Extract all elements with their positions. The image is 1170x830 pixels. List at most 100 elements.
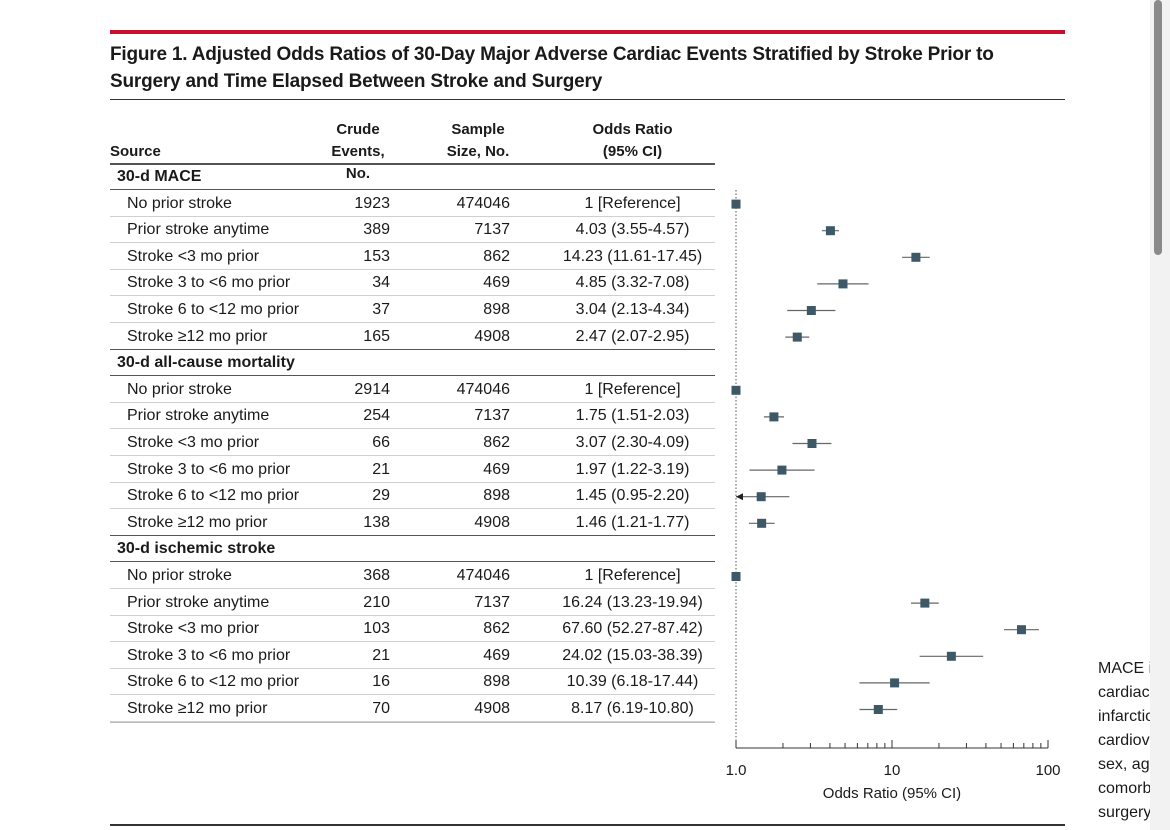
row-divider bbox=[110, 614, 715, 616]
row-events: 66 bbox=[372, 434, 390, 451]
row-sample-size: 474046 bbox=[456, 567, 510, 584]
row-odds-ratio: 10.39 (6.18-17.44) bbox=[566, 673, 699, 691]
row-events: 16 bbox=[372, 673, 390, 691]
table-bottom-divider bbox=[110, 721, 715, 723]
row-sample-size: 4908 bbox=[474, 700, 510, 717]
row-source: Stroke <3 mo prior bbox=[127, 434, 260, 451]
row-sample-size: 4908 bbox=[474, 513, 510, 531]
row-divider bbox=[110, 455, 715, 456]
row-odds-ratio: 1.75 (1.51-2.03) bbox=[575, 407, 690, 425]
x-tick-label: 100 bbox=[1035, 762, 1060, 779]
group-header-row: 30-d MACE bbox=[110, 164, 715, 190]
row-sample-size: 898 bbox=[483, 301, 510, 318]
side-note-line: comorbic bbox=[1098, 780, 1163, 797]
row-sample-size: 474046 bbox=[456, 380, 510, 398]
side-note-line: cardiovas bbox=[1098, 732, 1167, 749]
point-estimate-marker bbox=[825, 226, 835, 236]
row-events: 2914 bbox=[354, 380, 390, 398]
header-odds-ratio: Odds Ratio (95% CI) bbox=[560, 119, 705, 163]
point-estimate-marker bbox=[769, 412, 779, 422]
row-divider bbox=[110, 348, 715, 350]
title-divider bbox=[110, 99, 1065, 100]
row-odds-ratio: 3.04 (2.13-4.34) bbox=[575, 301, 690, 318]
header-or-line2: (95% CI) bbox=[602, 143, 663, 160]
row-sample-size: 7137 bbox=[474, 593, 510, 611]
side-note-line: surgery g bbox=[1098, 804, 1165, 821]
row-divider bbox=[110, 481, 715, 483]
row-divider bbox=[110, 508, 715, 510]
row-events: 254 bbox=[363, 407, 390, 425]
row-events: 103 bbox=[363, 620, 390, 638]
group-header-row: 30-d all-cause mortality bbox=[110, 350, 715, 377]
table-row: No prior stroke 2914 474046 1 [Reference] bbox=[110, 377, 715, 403]
table-row: Stroke ≥12 mo prior 165 4908 2.47 (2.07-2.9… bbox=[110, 324, 715, 350]
table-row: No prior stroke 368 474046 1 [Reference] bbox=[110, 563, 715, 589]
point-estimate-marker bbox=[890, 678, 900, 688]
row-source: Stroke 3 to <6 mo prior bbox=[127, 646, 291, 664]
row-sample-size: 898 bbox=[483, 487, 510, 505]
point-estimate-marker bbox=[1016, 625, 1026, 635]
point-estimate-marker bbox=[838, 279, 848, 289]
header-sample-line1: Sample bbox=[451, 121, 505, 138]
row-sample-size: 7137 bbox=[474, 407, 510, 425]
row-odds-ratio: 14.23 (11.61-17.45) bbox=[562, 247, 703, 265]
point-estimate-marker bbox=[920, 598, 930, 608]
header-events-line2: Events, No. bbox=[331, 143, 385, 182]
row-source: Prior stroke anytime bbox=[127, 407, 270, 425]
row-sample-size: 862 bbox=[483, 620, 510, 638]
row-divider bbox=[110, 295, 715, 297]
row-source: Stroke 6 to <12 mo prior bbox=[127, 487, 300, 505]
row-divider bbox=[110, 641, 715, 643]
point-estimate-marker bbox=[946, 651, 956, 661]
row-events: 210 bbox=[363, 593, 390, 611]
row-sample-size: 469 bbox=[483, 274, 510, 292]
row-sample-size: 862 bbox=[483, 247, 510, 265]
header-sample: Sample Size, No. bbox=[438, 119, 518, 163]
header-divider bbox=[110, 163, 715, 165]
row-odds-ratio: 16.24 (13.23-19.94) bbox=[562, 593, 703, 611]
row-events: 21 bbox=[372, 646, 390, 664]
side-note-line: infarction bbox=[1098, 708, 1163, 725]
row-events: 153 bbox=[363, 247, 390, 265]
row-events: 389 bbox=[363, 221, 390, 239]
row-odds-ratio: 2.47 (2.07-2.95) bbox=[575, 327, 690, 345]
table-row: Stroke <3 mo prior 153 862 14.23 (11.61-17.… bbox=[110, 244, 715, 270]
point-estimate-marker bbox=[777, 465, 787, 475]
row-events: 29 bbox=[372, 487, 390, 505]
row-divider bbox=[110, 322, 715, 323]
row-sample-size: 469 bbox=[483, 460, 510, 478]
row-divider bbox=[110, 694, 715, 696]
row-sample-size: 469 bbox=[483, 646, 510, 664]
row-source: Stroke ≥12 mo prior bbox=[127, 700, 268, 717]
row-odds-ratio: 1.45 (0.95-2.20) bbox=[575, 487, 690, 505]
row-divider bbox=[110, 189, 715, 190]
header-events: Crude Events, No. bbox=[318, 119, 398, 185]
row-sample-size: 898 bbox=[483, 673, 510, 691]
point-estimate-marker bbox=[756, 492, 766, 502]
accent-red-bar bbox=[110, 30, 1065, 34]
side-note-line: sex, age, bbox=[1098, 756, 1163, 773]
table-row: Stroke ≥12 mo prior 70 4908 8.17 (6.19-10.8… bbox=[110, 696, 715, 722]
row-events: 1923 bbox=[354, 194, 390, 212]
x-tick-label: 1.0 bbox=[726, 762, 747, 779]
row-source: Prior stroke anytime bbox=[127, 221, 270, 239]
row-divider bbox=[110, 215, 715, 217]
point-estimate-marker bbox=[911, 252, 921, 262]
row-odds-ratio: 4.85 (3.32-7.08) bbox=[575, 274, 690, 292]
row-divider bbox=[110, 588, 715, 589]
row-events: 70 bbox=[372, 700, 390, 717]
row-events: 34 bbox=[372, 274, 390, 292]
row-events: 165 bbox=[363, 327, 390, 345]
scrollbar-thumb[interactable] bbox=[1154, 0, 1162, 255]
row-divider bbox=[110, 401, 715, 403]
row-divider bbox=[110, 268, 715, 270]
table-row: Stroke <3 mo prior 103 862 67.60 (52.27-87.… bbox=[110, 616, 715, 643]
table-row: Stroke 6 to <12 mo prior 37 898 3.04 (2.13-… bbox=[110, 297, 715, 323]
row-odds-ratio: 4.03 (3.55-4.57) bbox=[575, 221, 690, 239]
row-source: Stroke 3 to <6 mo prior bbox=[127, 274, 291, 292]
row-source: Prior stroke anytime bbox=[127, 593, 270, 611]
row-odds-ratio: 1 [Reference] bbox=[584, 380, 681, 398]
bottom-divider bbox=[110, 824, 1065, 826]
row-divider bbox=[110, 375, 715, 377]
